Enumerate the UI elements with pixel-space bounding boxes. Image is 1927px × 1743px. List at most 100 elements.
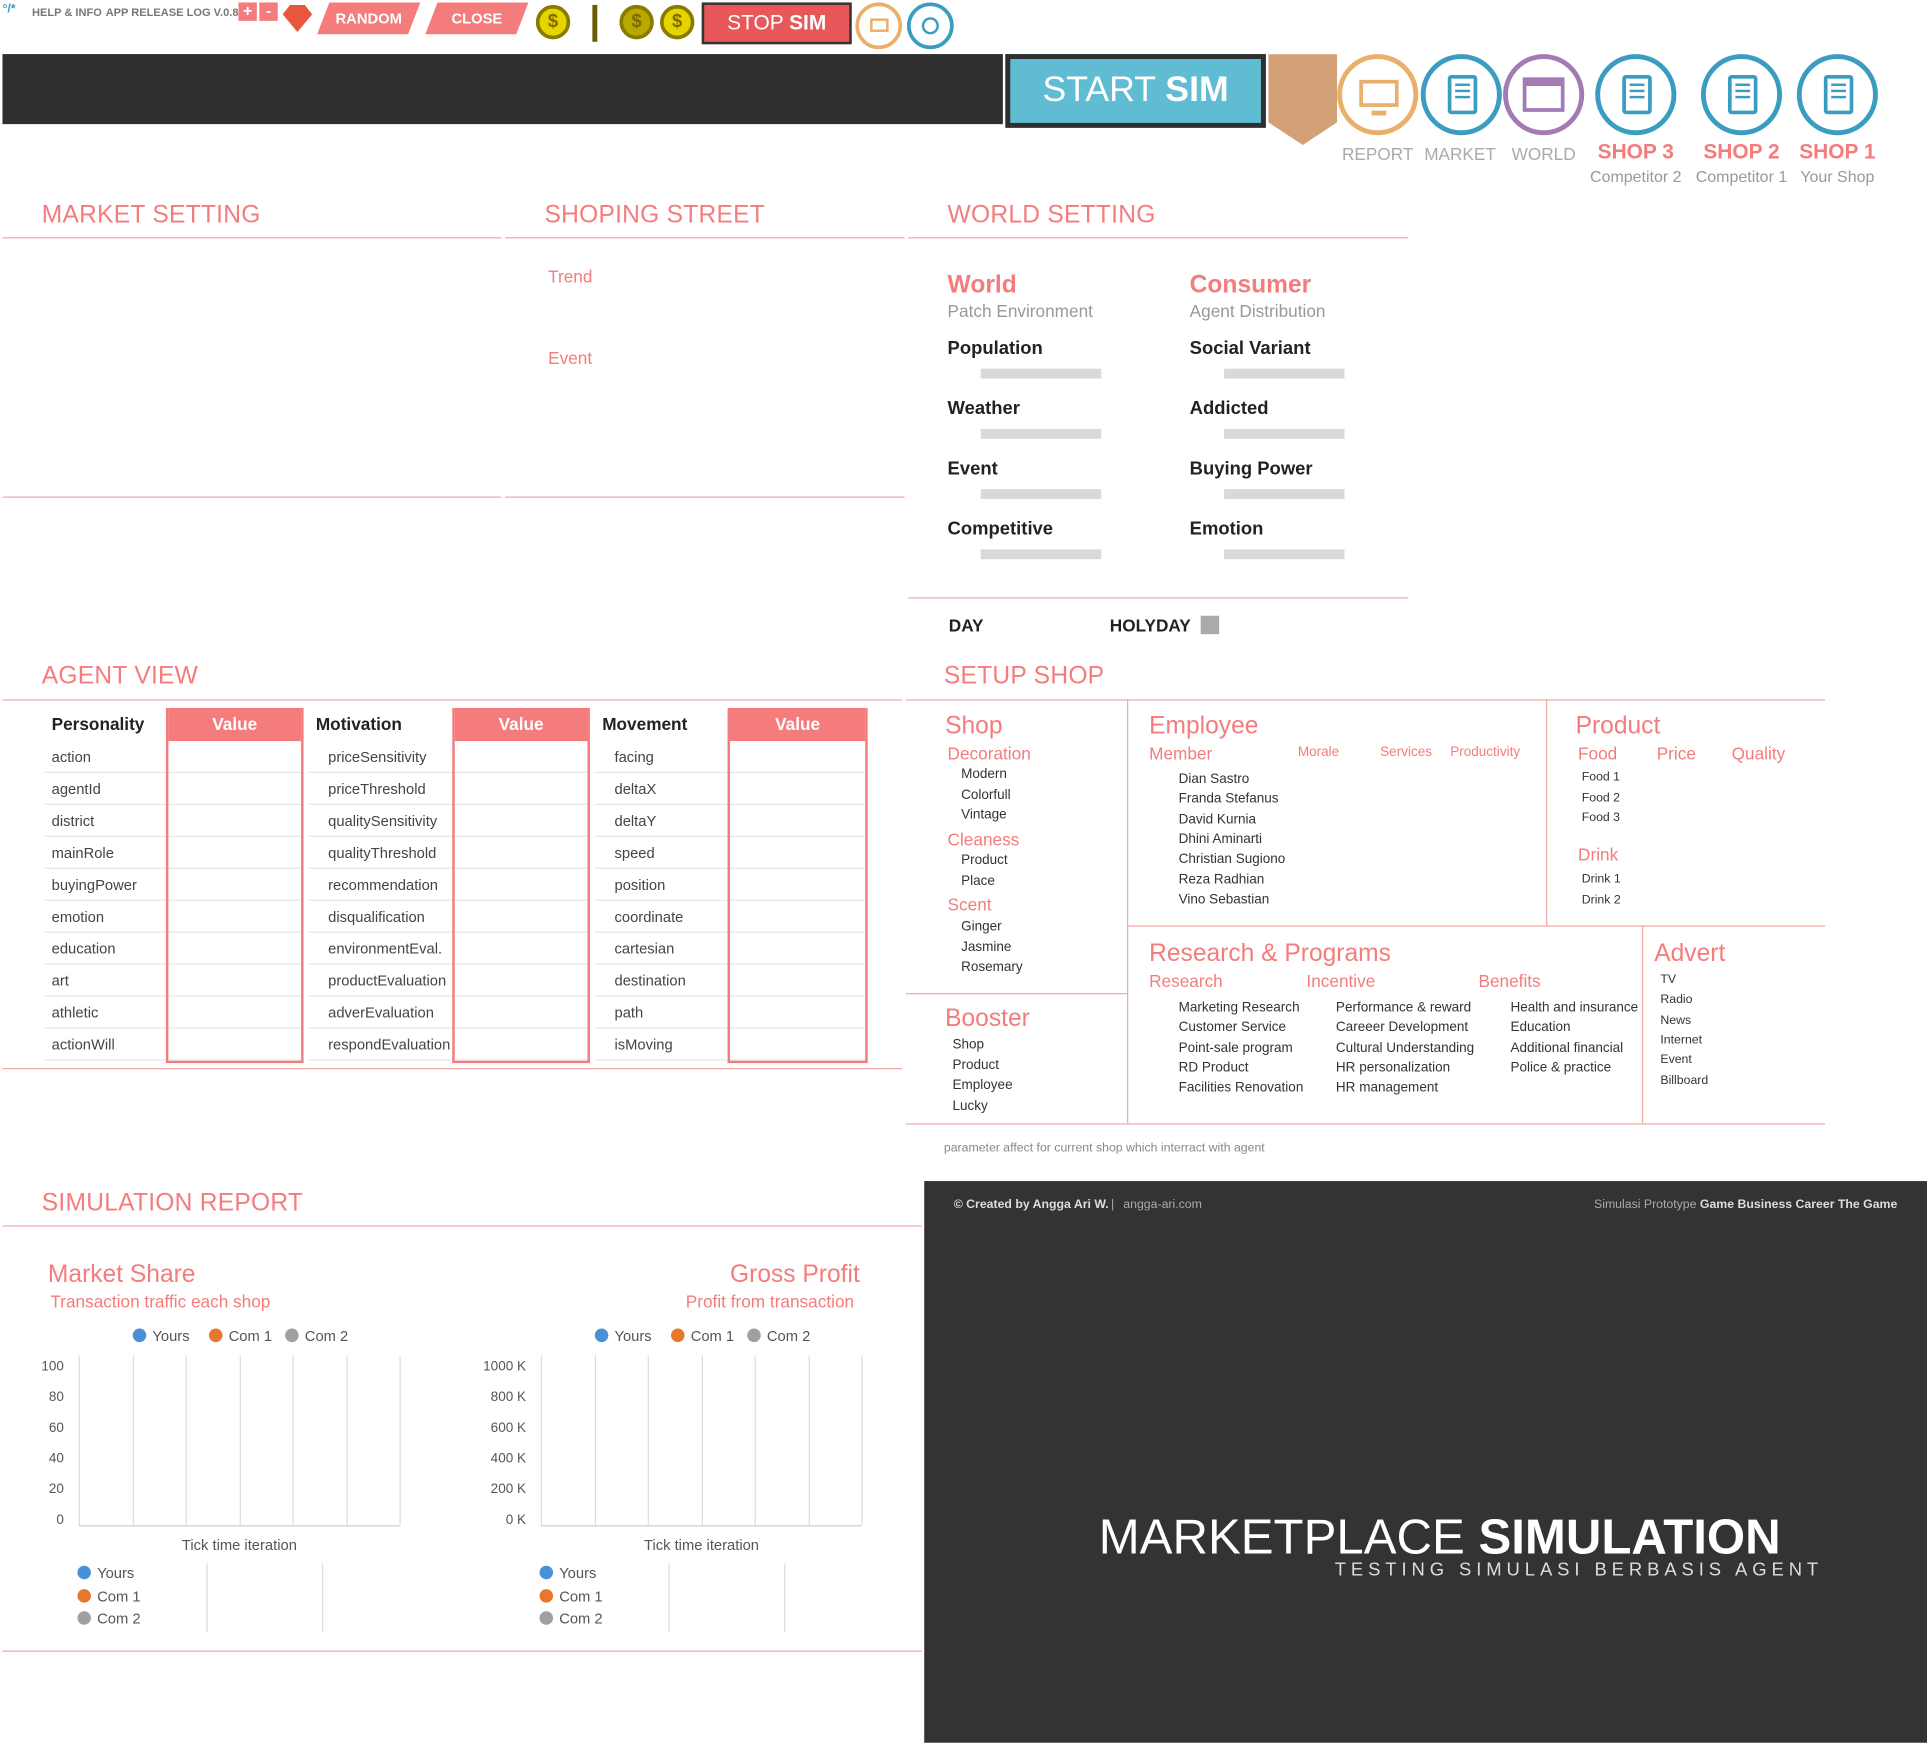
list-item[interactable]: Rosemary [961, 959, 1023, 975]
list-item[interactable]: Careeer Development [1335, 1020, 1469, 1036]
value-cell[interactable] [730, 869, 866, 901]
value-cell[interactable] [454, 933, 588, 965]
value-cell[interactable] [454, 901, 588, 933]
value-cell[interactable] [730, 965, 866, 997]
legend-item[interactable]: Com 1 [539, 1587, 603, 1604]
list-item[interactable]: Cultural Understanding [1335, 1040, 1475, 1056]
legend-item[interactable]: Yours [594, 1327, 652, 1345]
nav-label-market[interactable]: MARKET [1424, 143, 1496, 164]
value-cell[interactable] [454, 1029, 588, 1061]
legend-item[interactable]: Com 2 [747, 1327, 810, 1345]
nav-label-shop3[interactable]: SHOP 3 [1597, 140, 1674, 164]
legend-item[interactable]: Yours [132, 1327, 190, 1345]
list-item[interactable]: Dian Sastro [1178, 771, 1250, 787]
list-item[interactable]: Place [961, 873, 995, 888]
list-item[interactable]: Health and insurance [1510, 1000, 1639, 1016]
list-item[interactable]: Colorfull [961, 787, 1011, 802]
list-item[interactable]: Vintage [961, 807, 1007, 823]
list-item[interactable]: Internet [1660, 1033, 1703, 1047]
legend-item[interactable]: Yours [539, 1565, 596, 1582]
gem-icon[interactable] [282, 4, 313, 32]
list-item[interactable]: Facilities Renovation [1178, 1080, 1304, 1096]
list-item[interactable]: Ginger [961, 919, 1002, 935]
nav-label-report[interactable]: REPORT [1342, 143, 1414, 164]
list-item[interactable]: Food 1 [1581, 770, 1620, 785]
value-cell[interactable] [168, 869, 302, 901]
legend-item[interactable]: Com 2 [285, 1327, 348, 1345]
legend-item[interactable]: Com 1 [77, 1587, 141, 1604]
value-cell[interactable] [730, 997, 866, 1029]
value-cell[interactable] [454, 997, 588, 1029]
people-mini-icon[interactable] [907, 2, 954, 50]
value-cell[interactable] [730, 901, 866, 933]
list-item[interactable]: HR management [1335, 1080, 1439, 1096]
list-item[interactable]: Vino Sebastian [1178, 892, 1270, 907]
list-item[interactable]: Police & practice [1510, 1060, 1612, 1076]
list-item[interactable]: Shop [952, 1037, 985, 1053]
world-nav-button[interactable] [1503, 54, 1585, 136]
shop2-nav-button[interactable] [1700, 54, 1783, 136]
legend-item[interactable]: Yours [77, 1565, 134, 1582]
value-cell[interactable] [454, 965, 588, 997]
shop3-nav-button[interactable] [1595, 54, 1677, 136]
population-slider[interactable] [980, 368, 1102, 379]
value-cell[interactable] [454, 741, 588, 774]
list-item[interactable]: Event [1660, 1053, 1692, 1068]
credit-site-link[interactable]: angga-ari.com [1123, 1198, 1202, 1212]
start-sim-button[interactable]: START SIM [1005, 54, 1266, 128]
value-cell[interactable] [730, 741, 866, 774]
list-item[interactable]: Drink 2 [1581, 892, 1621, 907]
legend-item[interactable]: Com 2 [77, 1610, 141, 1627]
list-item[interactable]: RD Product [1178, 1060, 1249, 1076]
list-item[interactable]: Drink 1 [1581, 872, 1621, 887]
list-item[interactable]: Product [952, 1057, 1000, 1073]
value-cell[interactable] [730, 837, 866, 869]
list-item[interactable]: David Kurnia [1178, 811, 1257, 827]
buying-power-slider[interactable] [1224, 489, 1345, 499]
list-item[interactable]: Marketing Research [1178, 1000, 1300, 1016]
list-item[interactable]: Food 2 [1581, 790, 1620, 805]
list-item[interactable]: Franda Stefanus [1178, 791, 1279, 807]
value-cell[interactable] [730, 1029, 866, 1061]
addicted-slider[interactable] [1224, 428, 1345, 439]
report-nav-button[interactable] [1337, 54, 1419, 136]
holyday-checkbox[interactable] [1200, 615, 1220, 635]
logo[interactable]: °/* [2, 2, 16, 16]
coin-icon[interactable]: $ [619, 4, 654, 40]
coin-icon[interactable]: $ [535, 4, 571, 40]
value-cell[interactable] [730, 805, 866, 837]
value-cell[interactable] [454, 773, 588, 805]
value-cell[interactable] [454, 837, 588, 869]
value-cell[interactable] [168, 933, 302, 965]
value-cell[interactable] [454, 869, 588, 901]
competitive-slider[interactable] [980, 549, 1102, 560]
value-cell[interactable] [168, 837, 302, 869]
value-cell[interactable] [168, 805, 302, 837]
zoom-minus-button[interactable]: - [259, 2, 278, 21]
report-mini-icon[interactable] [855, 2, 903, 50]
help-info-link[interactable]: HELP & INFO [31, 6, 102, 19]
shop1-nav-button[interactable] [1796, 54, 1878, 136]
nav-label-shop2[interactable]: SHOP 2 [1703, 140, 1780, 164]
list-item[interactable]: Performance & reward [1335, 1000, 1472, 1016]
list-item[interactable]: Employee [952, 1077, 1013, 1093]
legend-item[interactable]: Com 1 [671, 1327, 734, 1345]
list-item[interactable]: Christian Sugiono [1178, 851, 1286, 867]
weather-slider[interactable] [980, 428, 1102, 439]
list-item[interactable]: HR personalization [1335, 1060, 1451, 1076]
list-item[interactable]: Reza Radhian [1178, 871, 1265, 887]
list-item[interactable]: Product [961, 852, 1008, 868]
value-cell[interactable] [168, 965, 302, 997]
list-item[interactable]: Billboard [1660, 1073, 1709, 1088]
legend-item[interactable]: Com 1 [208, 1327, 272, 1345]
list-item[interactable]: News [1660, 1013, 1692, 1027]
nav-label-shop1[interactable]: SHOP 1 [1799, 140, 1876, 164]
value-cell[interactable] [168, 741, 302, 774]
value-cell[interactable] [454, 805, 588, 837]
list-item[interactable]: Modern [961, 766, 1007, 782]
list-item[interactable]: Food 3 [1581, 811, 1620, 825]
list-item[interactable]: Additional financial [1510, 1040, 1624, 1056]
list-item[interactable]: Jasmine [961, 939, 1012, 955]
random-button[interactable]: RANDOM [317, 2, 420, 34]
stop-sim-button[interactable]: STOP SIM [701, 2, 852, 45]
